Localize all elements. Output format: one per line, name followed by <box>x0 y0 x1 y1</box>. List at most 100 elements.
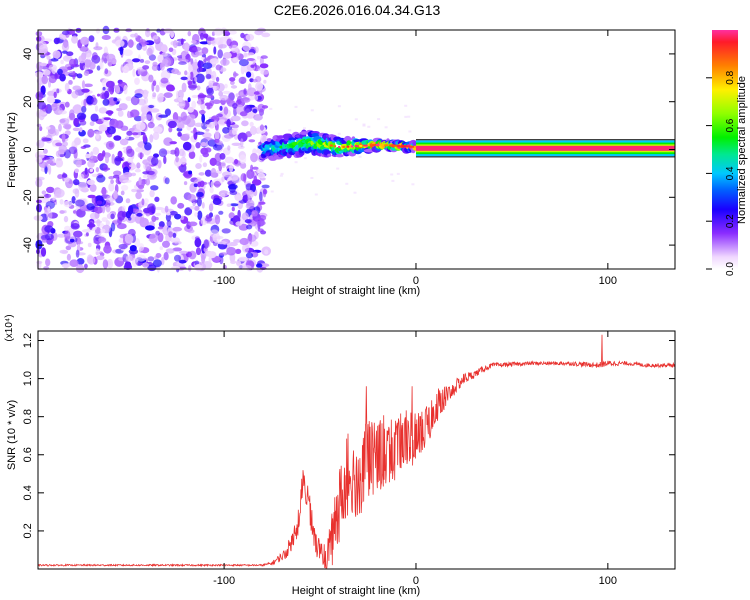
noise-cell <box>78 55 86 64</box>
noise-cell <box>202 62 213 69</box>
noise-cell <box>224 83 228 89</box>
noise-cell <box>135 121 146 131</box>
noise-cell <box>156 93 164 103</box>
noise-cell <box>81 88 90 93</box>
noise-cell <box>174 147 180 158</box>
noise-cell <box>205 128 210 132</box>
noise-cell <box>241 212 249 221</box>
noise-cell <box>126 130 133 136</box>
noise-cell <box>249 240 259 247</box>
noise-cell <box>101 203 106 214</box>
noise-cell <box>217 241 227 245</box>
colorbar-ticks: 0.0 0.2 0.4 0.6 0.8 <box>706 70 736 276</box>
noise-cell <box>169 210 178 216</box>
noise-cell <box>196 85 201 91</box>
noise-cell <box>160 77 169 84</box>
noise-cell <box>170 196 177 205</box>
noise-cell <box>55 150 61 158</box>
noise-cell <box>220 193 226 198</box>
noise-cell <box>184 42 190 53</box>
noise-cell <box>59 118 70 125</box>
noise-cell <box>251 179 262 186</box>
noise-cell <box>48 64 58 71</box>
noise-cell <box>258 201 266 205</box>
noise-cell <box>72 188 80 194</box>
noise-cell <box>120 125 129 131</box>
noise-cell <box>203 239 209 249</box>
noise-cell <box>69 238 75 243</box>
noise-cell <box>194 76 198 82</box>
noise-cell <box>138 201 142 210</box>
transition-core <box>405 145 411 148</box>
noise-cell <box>45 258 50 266</box>
noise-cell <box>151 215 157 223</box>
noise-cell <box>250 164 254 172</box>
noise-cell <box>155 212 161 216</box>
noise-cell <box>195 247 202 256</box>
transition-core <box>401 145 408 148</box>
noise-cell <box>88 221 93 230</box>
y-tick-label: -40 <box>22 237 34 253</box>
noise-cell <box>212 144 223 151</box>
noise-cell <box>40 247 47 257</box>
noise-cell <box>115 85 121 94</box>
noise-cell <box>87 255 96 265</box>
noise-cell <box>188 250 197 260</box>
noise-cell <box>138 243 145 252</box>
noise-cell <box>47 129 57 137</box>
noise-cell <box>61 30 70 36</box>
noise-cell <box>75 160 82 168</box>
noise-cell <box>260 70 269 75</box>
noise-cell <box>180 76 188 81</box>
noise-cell <box>41 190 47 195</box>
noise-cell <box>61 133 66 143</box>
noise-cell <box>96 200 103 205</box>
y-tick-label: 0 <box>22 146 34 152</box>
noise-cell <box>69 58 77 67</box>
noise-cell <box>55 158 64 168</box>
noise-cell <box>132 68 136 77</box>
noise-cell <box>102 259 109 269</box>
noise-cell <box>143 207 152 214</box>
noise-cell <box>61 263 70 268</box>
snr-y-scale-label: (x10⁴) <box>4 314 15 341</box>
sparse-cell <box>377 118 381 121</box>
noise-cell <box>113 97 118 102</box>
noise-cell <box>259 124 265 131</box>
noise-cell <box>51 102 58 112</box>
noise-cell <box>46 126 51 130</box>
noise-cell <box>38 110 45 121</box>
noise-cell <box>205 37 215 41</box>
noise-cell <box>162 225 171 236</box>
noise-cell <box>68 146 78 155</box>
noise-cell <box>191 100 197 109</box>
sparse-cell <box>404 115 408 118</box>
noise-cell <box>138 177 142 186</box>
noise-cell <box>194 236 200 240</box>
sparse-cell <box>411 183 415 186</box>
noise-cell <box>131 257 139 267</box>
noise-cell <box>204 169 212 177</box>
noise-cell <box>79 127 83 133</box>
noise-cell <box>103 117 111 121</box>
noise-cell <box>222 90 231 95</box>
noise-cell <box>183 181 188 186</box>
noise-cell <box>130 95 140 106</box>
y-tick-label: 0.6 <box>22 447 34 462</box>
noise-cell <box>176 261 180 268</box>
noise-cell <box>125 135 129 140</box>
noise-cell <box>129 164 136 168</box>
noise-cell <box>260 230 267 235</box>
noise-cell <box>253 114 263 121</box>
noise-cell <box>195 131 205 135</box>
noise-cell <box>187 80 193 86</box>
noise-cell <box>69 109 75 120</box>
noise-cell <box>159 246 164 251</box>
noise-cell <box>155 253 162 258</box>
noise-cell <box>152 131 160 141</box>
noise-cell <box>143 198 149 204</box>
noise-cell <box>223 106 229 115</box>
noise-cell <box>92 52 98 61</box>
noise-cell <box>71 35 79 44</box>
noise-cell <box>136 212 143 217</box>
